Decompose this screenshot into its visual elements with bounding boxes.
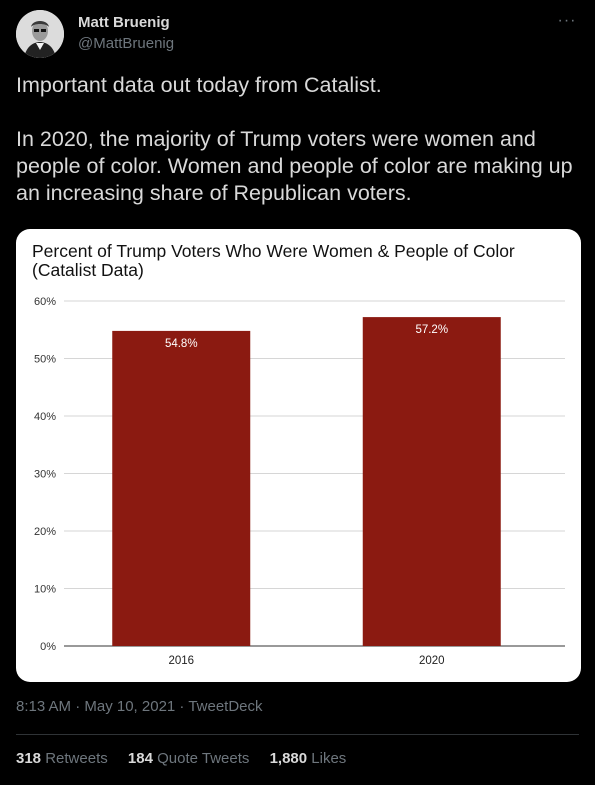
retweets-stat[interactable]: 318 Retweets	[16, 750, 108, 767]
x-tick-label: 2016	[168, 655, 194, 667]
chart-title-line: (Catalist Data)	[32, 260, 144, 280]
likes-stat[interactable]: 1,880 Likes	[270, 750, 347, 767]
y-tick-label: 40%	[34, 411, 56, 423]
tweet-text: Important data out today from Catalist. …	[16, 73, 573, 205]
data-label: 54.8%	[165, 338, 198, 350]
bar-2020	[362, 317, 501, 646]
tweet-header: Matt Bruenig @MattBruenig ···	[16, 10, 579, 62]
quote-tweets-label: Quote Tweets	[157, 750, 250, 767]
avatar[interactable]	[16, 10, 64, 58]
avatar-portrait-icon	[16, 10, 64, 58]
bar-2016	[112, 330, 251, 646]
x-tick-label: 2020	[419, 655, 445, 667]
chart-title-line: Percent of Trump Voters Who Were Women &…	[32, 241, 515, 261]
tweet-timestamp[interactable]: 8:13 AM · May 10, 2021 · TweetDeck	[16, 698, 263, 715]
quote-tweets-count: 184	[127, 750, 153, 767]
more-options-icon[interactable]: ···	[557, 12, 577, 29]
likes-label: Likes	[311, 750, 347, 767]
y-tick-label: 20%	[34, 526, 56, 538]
y-tick-label: 60%	[34, 296, 56, 308]
retweets-count: 318	[16, 750, 42, 767]
tweet-stats: 318 Retweets 184 Quote Tweets 1,880 Like…	[16, 750, 362, 767]
quote-tweets-stat[interactable]: 184 Quote Tweets	[128, 750, 249, 767]
user-handle[interactable]: @MattBruenig	[78, 35, 175, 52]
chart-image[interactable]: Percent of Trump Voters Who Were Women &…	[16, 229, 581, 682]
bar-chart: Percent of Trump Voters Who Were Women &…	[32, 241, 565, 667]
data-label: 57.2%	[415, 324, 448, 336]
divider	[16, 734, 579, 735]
retweets-label: Retweets	[45, 750, 108, 767]
y-tick-label: 50%	[34, 354, 56, 366]
y-tick-label: 10%	[34, 584, 56, 596]
y-tick-label: 0%	[40, 641, 56, 653]
likes-count: 1,880	[269, 750, 308, 767]
y-tick-label: 30%	[34, 469, 56, 481]
display-name[interactable]: Matt Bruenig	[78, 14, 170, 31]
